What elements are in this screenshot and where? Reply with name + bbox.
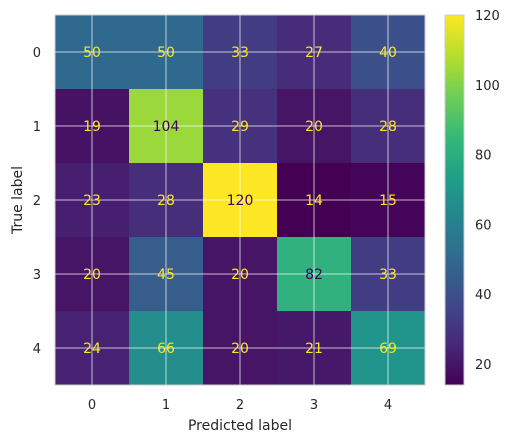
cell-annotation: 24 — [83, 341, 101, 357]
grid-lines — [55, 15, 425, 385]
y-tick-label: 1 — [33, 120, 41, 135]
cell-annotation: 66 — [157, 341, 175, 357]
colorbar-tick-labels: 20 40 60 80 100 120 — [475, 9, 500, 373]
colorbar-tick-label: 60 — [475, 218, 492, 233]
cell-annotation: 104 — [153, 119, 180, 135]
y-tick-labels: 0 1 2 3 4 — [33, 46, 41, 357]
cell-annotation: 33 — [379, 267, 397, 283]
colorbar-tick-label: 100 — [475, 79, 500, 94]
plot-border — [54, 14, 426, 386]
cell-annotation: 45 — [157, 267, 175, 283]
cell-annotation: 27 — [305, 45, 323, 61]
cell-annotation: 19 — [83, 119, 101, 135]
cell-annotation: 69 — [379, 341, 397, 357]
cell-annotation: 50 — [83, 45, 101, 61]
colorbar-tick-label: 40 — [475, 288, 492, 303]
cell-annotation: 23 — [83, 193, 101, 209]
cell-annotation: 21 — [305, 341, 323, 357]
x-tick-label: 2 — [236, 398, 244, 413]
cell-annotation: 29 — [231, 119, 249, 135]
x-tick-labels: 0 1 2 3 4 — [88, 398, 392, 413]
x-tick-label: 1 — [162, 398, 170, 413]
x-tick-label: 4 — [384, 398, 392, 413]
colorbar-tick-label: 20 — [475, 358, 492, 373]
y-tick-label: 0 — [33, 46, 41, 61]
cell-annotation: 120 — [227, 193, 254, 209]
y-tick-label: 2 — [33, 194, 41, 209]
x-tick-label: 0 — [88, 398, 96, 413]
cell-annotation: 14 — [305, 193, 323, 209]
x-axis-label: Predicted label — [188, 418, 292, 434]
y-tick-label: 3 — [33, 268, 41, 283]
y-axis-label: True label — [10, 166, 26, 235]
cell-annotation: 20 — [231, 341, 249, 357]
cell-annotation: 40 — [379, 45, 397, 61]
cell-annotation: 20 — [305, 119, 323, 135]
cell-annotation: 28 — [157, 193, 175, 209]
x-tick-label: 3 — [310, 398, 318, 413]
colorbar-tick-label: 80 — [475, 149, 492, 164]
colorbar-tick-label: 120 — [475, 9, 500, 24]
cell-annotation: 20 — [231, 267, 249, 283]
y-tick-label: 4 — [33, 342, 41, 357]
cell-annotation: 28 — [379, 119, 397, 135]
colorbar — [444, 14, 465, 386]
cell-annotation: 50 — [157, 45, 175, 61]
cell-annotation: 20 — [83, 267, 101, 283]
cell-annotation: 33 — [231, 45, 249, 61]
cell-annotations: 50 50 33 27 40 19 104 29 20 28 23 28 120 14 15 20 45 20 82… — [83, 45, 397, 357]
cell-annotation: 15 — [379, 193, 397, 209]
cell-annotation: 82 — [305, 267, 323, 283]
